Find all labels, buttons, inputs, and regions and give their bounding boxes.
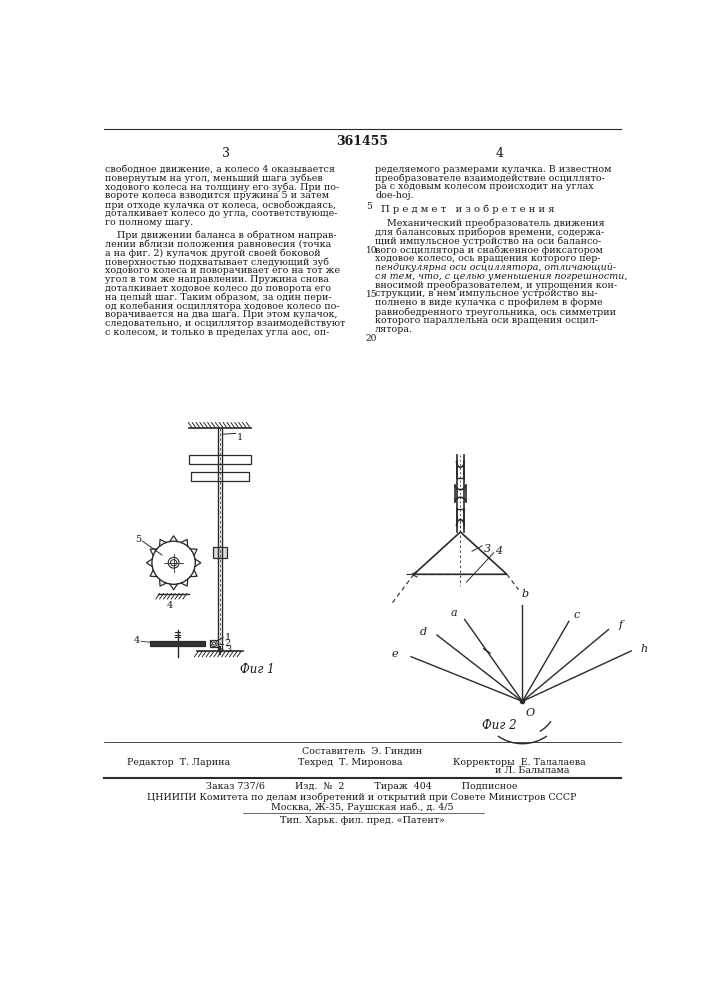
Text: которого параллельна оси вращения осцил-: которого параллельна оси вращения осцил- xyxy=(375,316,598,325)
Text: 4: 4 xyxy=(167,601,173,610)
Circle shape xyxy=(170,560,177,566)
Text: доталкивает колесо до угла, соответствующе-: доталкивает колесо до угла, соответствую… xyxy=(105,209,338,218)
Text: Фиг 1: Фиг 1 xyxy=(240,663,274,676)
Text: 10: 10 xyxy=(366,246,378,255)
Text: Техред  Т. Миронова: Техред Т. Миронова xyxy=(298,758,402,767)
Text: 20: 20 xyxy=(366,334,378,343)
Text: щий импульсное устройство на оси балансо-: щий импульсное устройство на оси балансо… xyxy=(375,236,602,246)
Text: Составитель  Э. Гиндин: Составитель Э. Гиндин xyxy=(302,747,422,756)
Text: ходового колеса на толщину его зуба. При по-: ходового колеса на толщину его зуба. При… xyxy=(105,182,339,192)
Text: вороте колеса взводится пружина 5 и затем: вороте колеса взводится пружина 5 и зате… xyxy=(105,191,329,200)
Circle shape xyxy=(211,641,217,647)
Text: ЦНИИПИ Комитета по делам изобретений и открытий при Совете Министров СССР: ЦНИИПИ Комитета по делам изобретений и о… xyxy=(147,792,577,802)
Text: h: h xyxy=(641,644,648,654)
Text: ра с ходовым колесом происходит на углах: ра с ходовым колесом происходит на углах xyxy=(375,182,594,191)
Text: а на фиг. 2) кулачок другой своей боковой: а на фиг. 2) кулачок другой своей боково… xyxy=(105,248,321,258)
Bar xyxy=(191,472,249,481)
Text: ходовое колесо, ось вращения которого пер-: ходовое колесо, ось вращения которого пе… xyxy=(375,254,601,263)
Text: c: c xyxy=(573,610,580,620)
Text: 1: 1 xyxy=(237,433,243,442)
Text: преобразователе взаимодействие осциллято-: преобразователе взаимодействие осциллято… xyxy=(375,174,605,183)
Text: e: e xyxy=(391,649,398,659)
Text: 2: 2 xyxy=(225,639,231,648)
Text: doe-hoj.: doe-hoj. xyxy=(375,191,414,200)
Text: 361455: 361455 xyxy=(336,135,388,148)
Text: на целый шаг. Таким образом, за один пери-: на целый шаг. Таким образом, за один пер… xyxy=(105,292,332,302)
Text: Фиг 2: Фиг 2 xyxy=(481,719,516,732)
Text: Москва, Ж-35, Раушская наб., д. 4/5: Москва, Ж-35, Раушская наб., д. 4/5 xyxy=(271,802,453,812)
Text: b: b xyxy=(521,589,528,599)
Circle shape xyxy=(212,642,216,645)
Text: ся тем, что, с целью уменьшения погрешности,: ся тем, что, с целью уменьшения погрешно… xyxy=(375,272,628,281)
Text: При движении баланса в обратном направ-: При движении баланса в обратном направ- xyxy=(105,230,337,240)
Text: Тип. Харьк. фил. пред. «Патент»: Тип. Харьк. фил. пред. «Патент» xyxy=(279,816,444,825)
Bar xyxy=(213,547,227,558)
Text: Корректоры  Е. Талалаева: Корректоры Е. Талалаева xyxy=(452,758,585,767)
Text: свободное движение, а колесо 4 оказывается: свободное движение, а колесо 4 оказывает… xyxy=(105,165,335,174)
Text: Заказ 737/6          Изд.  №  2          Тираж  404          Подписное: Заказ 737/6 Изд. № 2 Тираж 404 Подписное xyxy=(206,782,518,791)
Bar xyxy=(210,640,218,647)
Text: следовательно, и осциллятор взаимодействуют: следовательно, и осциллятор взаимодейств… xyxy=(105,319,346,328)
Text: 5: 5 xyxy=(135,535,141,544)
Text: ходового колеса и поворачивает его на тот же: ходового колеса и поворачивает его на то… xyxy=(105,266,341,275)
Text: лении вблизи положения равновесия (точка: лении вблизи положения равновесия (точка xyxy=(105,239,332,249)
Text: 5: 5 xyxy=(366,202,372,211)
Text: лятора.: лятора. xyxy=(375,325,413,334)
Text: 4: 4 xyxy=(495,147,503,160)
Circle shape xyxy=(152,541,195,584)
Text: П р е д м е т   и з о б р е т е н и я: П р е д м е т и з о б р е т е н и я xyxy=(381,205,555,214)
Polygon shape xyxy=(414,532,507,574)
Text: 1: 1 xyxy=(225,633,231,642)
Text: вого осциллятора и снабженное фиксатором: вого осциллятора и снабженное фиксатором xyxy=(375,245,603,255)
Text: 4: 4 xyxy=(134,636,139,645)
Text: Механический преобразователь движения: Механический преобразователь движения xyxy=(375,219,604,228)
Text: для балансовых приборов времени, содержа-: для балансовых приборов времени, содержа… xyxy=(375,227,604,237)
Text: 3: 3 xyxy=(225,645,231,654)
Text: доталкивает ходовое колесо до поворота его: доталкивает ходовое колесо до поворота е… xyxy=(105,284,332,293)
Text: го полному шагу.: го полному шагу. xyxy=(105,218,194,227)
Text: O: O xyxy=(525,708,534,718)
Bar xyxy=(189,455,251,464)
Text: поверхностью подхватывает следующий зуб: поверхностью подхватывает следующий зуб xyxy=(105,257,329,267)
Text: ворачивается на два шага. При этом кулачок,: ворачивается на два шага. При этом кулач… xyxy=(105,310,338,319)
Text: пендикулярна оси осциллятора, отличающий-: пендикулярна оси осциллятора, отличающий… xyxy=(375,263,617,272)
Text: при отходе кулачка от колеса, освобождаясь,: при отходе кулачка от колеса, освобождая… xyxy=(105,200,337,210)
Text: Редактор  Т. Ларина: Редактор Т. Ларина xyxy=(127,758,230,767)
Text: полнено в виде кулачка с профилем в форме: полнено в виде кулачка с профилем в форм… xyxy=(375,298,603,307)
Text: струкции, в нем импульсное устройство вы-: струкции, в нем импульсное устройство вы… xyxy=(375,289,597,298)
Text: равнобедренного треугольника, ось симметрии: равнобедренного треугольника, ось симмет… xyxy=(375,307,616,317)
Text: повернутым на угол, меньший шага зубьев: повернутым на угол, меньший шага зубьев xyxy=(105,174,323,183)
Text: f: f xyxy=(619,620,623,630)
Text: 3: 3 xyxy=(484,544,491,554)
Circle shape xyxy=(168,557,179,568)
Text: од колебания осциллятора ходовое колесо по-: од колебания осциллятора ходовое колесо … xyxy=(105,301,340,311)
Text: d: d xyxy=(419,627,426,637)
Text: 15: 15 xyxy=(366,290,378,299)
Text: вносимой преобразователем, и упрощения кон-: вносимой преобразователем, и упрощения к… xyxy=(375,281,617,290)
Text: с колесом, и только в пределах угла aoc, оп-: с колесом, и только в пределах угла aoc,… xyxy=(105,328,329,337)
Text: угол в том же направлении. Пружина снова: угол в том же направлении. Пружина снова xyxy=(105,275,329,284)
Bar xyxy=(151,641,204,646)
Text: 4: 4 xyxy=(495,546,503,556)
Text: и Л. Балылама: и Л. Балылама xyxy=(452,766,569,775)
Text: a: a xyxy=(450,608,457,618)
Text: ределяемого размерами кулачка. В известном: ределяемого размерами кулачка. В известн… xyxy=(375,165,612,174)
Text: 3: 3 xyxy=(221,147,230,160)
